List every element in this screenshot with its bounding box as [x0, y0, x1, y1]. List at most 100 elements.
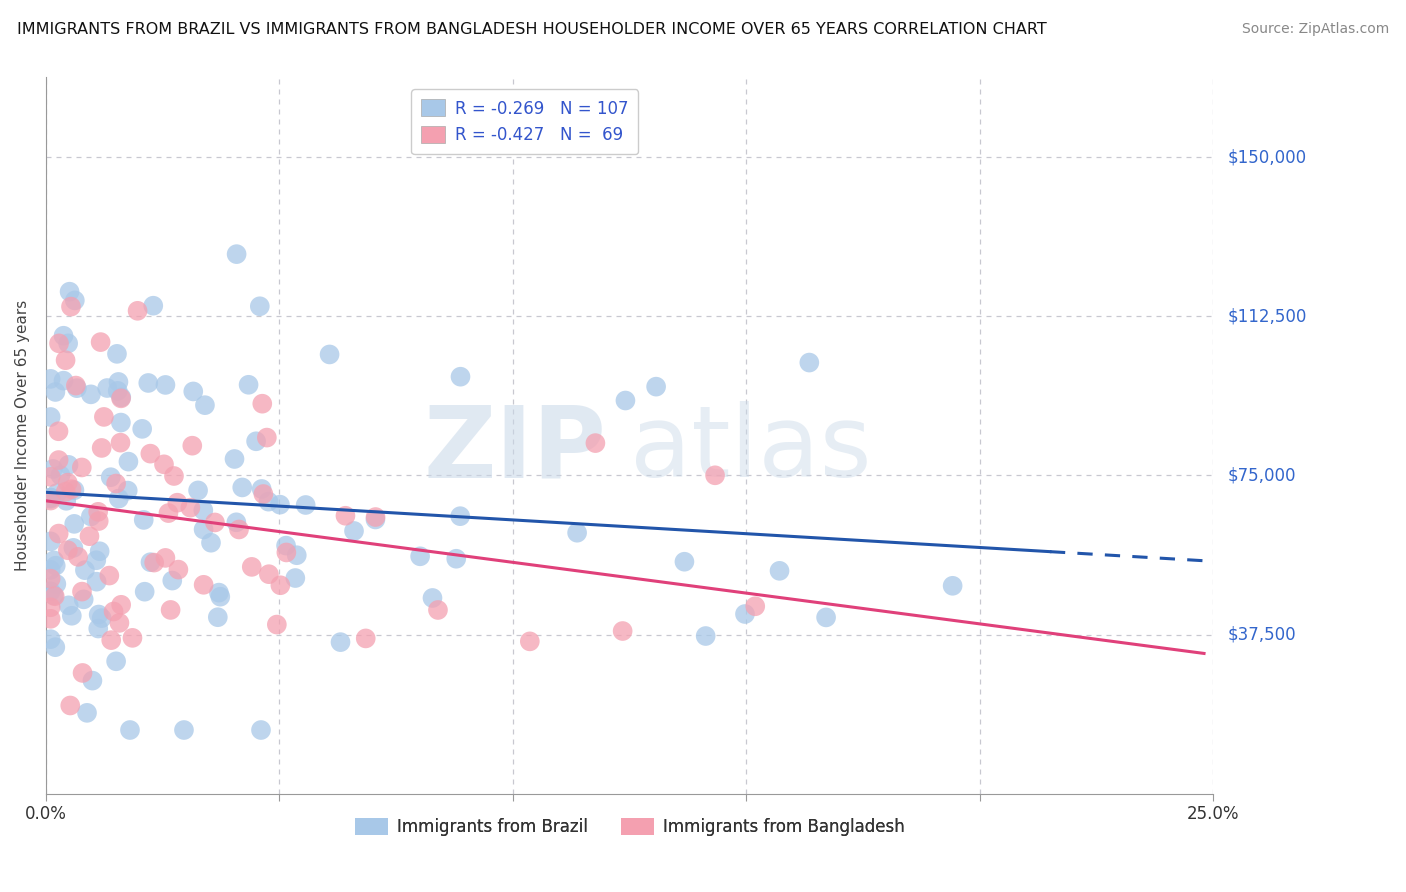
Point — [52, 374, 75, 388]
Point — [42, 588, 65, 602]
Point — [117, 455, 139, 469]
Point — [252, 487, 274, 501]
Point — [96, 381, 118, 395]
Point — [121, 631, 143, 645]
Point — [60, 482, 83, 496]
Point — [44, 640, 66, 655]
Point — [284, 571, 307, 585]
Point — [56, 543, 79, 558]
Point — [105, 476, 128, 491]
Point — [45, 577, 67, 591]
Point — [63, 516, 86, 531]
Text: $150,000: $150,000 — [1227, 148, 1306, 166]
Point — [285, 548, 308, 562]
Text: $75,000: $75,000 — [1227, 467, 1296, 484]
Point — [252, 397, 274, 411]
Point — [110, 416, 132, 430]
Point — [62, 541, 84, 555]
Point — [257, 567, 280, 582]
Point — [162, 574, 184, 588]
Point — [266, 617, 288, 632]
Y-axis label: Householder Income Over 65 years: Householder Income Over 65 years — [15, 300, 30, 571]
Point — [294, 498, 316, 512]
Point — [583, 436, 606, 450]
Point — [107, 375, 129, 389]
Text: $112,500: $112,500 — [1227, 307, 1306, 326]
Legend: Immigrants from Brazil, Immigrants from Bangladesh: Immigrants from Brazil, Immigrants from … — [349, 811, 911, 843]
Point — [136, 376, 159, 390]
Point — [815, 610, 838, 624]
Point — [45, 558, 67, 573]
Point — [110, 435, 132, 450]
Point — [65, 378, 87, 392]
Point — [76, 706, 98, 720]
Point — [89, 544, 111, 558]
Point — [208, 585, 231, 599]
Point — [79, 529, 101, 543]
Point — [354, 632, 377, 646]
Point — [108, 491, 131, 506]
Point — [48, 336, 70, 351]
Point — [131, 422, 153, 436]
Point — [200, 535, 222, 549]
Point — [427, 603, 450, 617]
Point — [143, 556, 166, 570]
Point — [250, 723, 273, 737]
Point — [56, 475, 79, 490]
Point — [105, 654, 128, 668]
Point — [163, 469, 186, 483]
Point — [48, 526, 70, 541]
Point — [87, 622, 110, 636]
Point — [187, 483, 209, 498]
Point — [704, 468, 727, 483]
Point — [645, 379, 668, 393]
Point — [449, 509, 471, 524]
Point — [409, 549, 432, 564]
Point — [87, 505, 110, 519]
Point — [63, 293, 86, 308]
Point — [93, 409, 115, 424]
Point — [329, 635, 352, 649]
Point — [49, 468, 72, 483]
Point — [90, 611, 112, 625]
Point — [240, 560, 263, 574]
Point — [48, 453, 70, 467]
Point — [799, 355, 821, 369]
Point — [39, 491, 62, 506]
Point — [80, 387, 103, 401]
Point — [100, 633, 122, 648]
Point — [139, 555, 162, 569]
Point — [44, 384, 66, 399]
Point — [39, 534, 62, 549]
Point — [39, 470, 62, 484]
Point — [58, 599, 80, 613]
Point — [450, 369, 472, 384]
Point — [44, 589, 66, 603]
Point — [245, 434, 267, 449]
Point — [39, 372, 62, 386]
Point — [52, 328, 75, 343]
Point — [118, 723, 141, 737]
Point — [181, 439, 204, 453]
Text: atlas: atlas — [630, 401, 872, 499]
Point — [39, 563, 62, 577]
Point — [734, 607, 756, 621]
Point — [194, 398, 217, 412]
Point — [110, 390, 132, 404]
Point — [86, 574, 108, 589]
Point — [673, 555, 696, 569]
Point — [209, 590, 232, 604]
Text: ZIP: ZIP — [423, 401, 606, 499]
Point — [238, 377, 260, 392]
Point — [48, 424, 70, 438]
Point — [103, 605, 125, 619]
Text: IMMIGRANTS FROM BRAZIL VS IMMIGRANTS FROM BANGLADESH HOUSEHOLDER INCOME OVER 65 : IMMIGRANTS FROM BRAZIL VS IMMIGRANTS FRO… — [17, 22, 1046, 37]
Point — [257, 494, 280, 508]
Point — [117, 483, 139, 498]
Point — [98, 568, 121, 582]
Point — [73, 592, 96, 607]
Point — [159, 603, 181, 617]
Point — [744, 599, 766, 614]
Point — [39, 600, 62, 615]
Point — [364, 510, 387, 524]
